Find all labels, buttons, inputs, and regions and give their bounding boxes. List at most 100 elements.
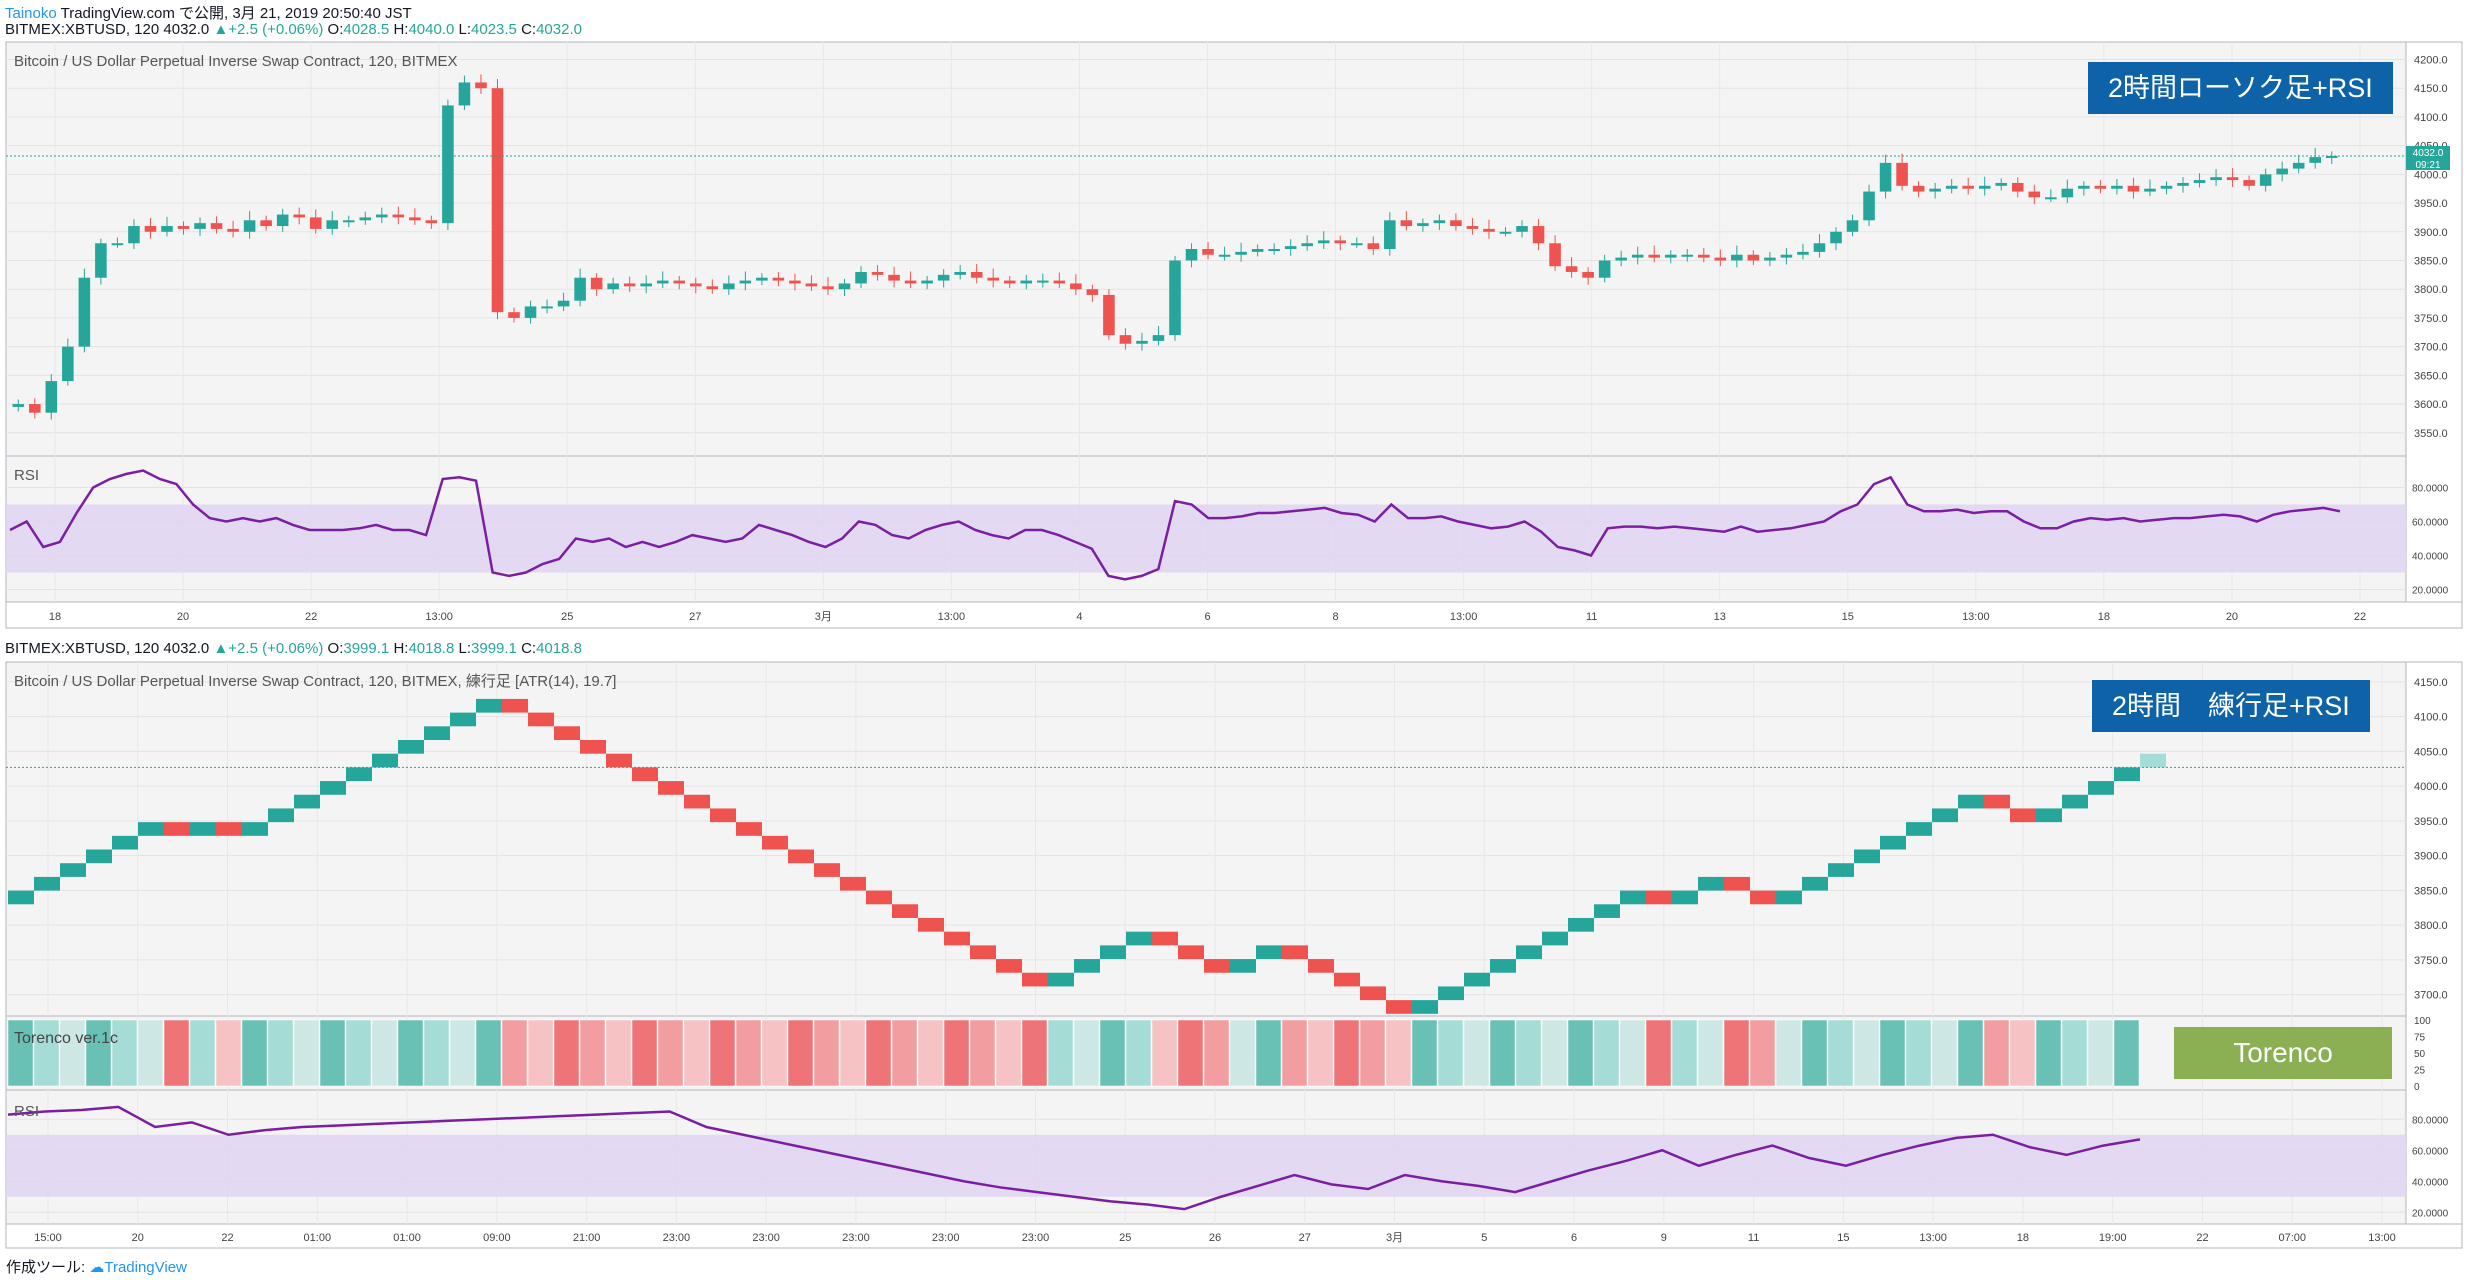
- candle-body: [1731, 254, 1743, 261]
- candle-body: [2292, 162, 2305, 169]
- axis-labels: 4200.0 4150.0 4100.0 4050.0 4000.0 3950.0 3900…: [34, 54, 2448, 1244]
- candle-body: [557, 300, 570, 307]
- candle-body: [2144, 188, 2156, 192]
- time-tick-label: 15:00: [34, 1232, 62, 1244]
- price-tick-label: 3950.0: [2414, 198, 2448, 210]
- rsi-tick-label: 40.0000: [2412, 552, 2449, 563]
- candle-body: [442, 105, 454, 224]
- candle-body: [210, 223, 223, 229]
- torenco-cell: [293, 1019, 320, 1087]
- candle-body: [640, 283, 652, 287]
- candle-body: [293, 214, 305, 218]
- torenco-cell: [397, 1019, 424, 1087]
- torenco-cell: [1255, 1019, 1282, 1087]
- renko-brick: [1776, 890, 1802, 905]
- renko-brick: [138, 822, 164, 836]
- renko-brick: [1152, 931, 1178, 946]
- renko-brick: [1126, 931, 1152, 946]
- renko-brick: [918, 917, 944, 932]
- candle-body: [706, 286, 719, 290]
- renko-bricks: [8, 698, 2166, 1014]
- candle-body: [491, 88, 504, 313]
- candle-body: [1086, 289, 1099, 295]
- candle-body: [12, 404, 25, 407]
- renko-badge: 2時間 練行足+RSI: [2092, 680, 2370, 732]
- torenco-cell: [1281, 1019, 1308, 1087]
- symbol-text[interactable]: BITMEX:XBTUSD, 120 4032.0: [5, 21, 210, 38]
- candle-body: [1879, 162, 1892, 192]
- price-tick-label: 3850.0: [2414, 255, 2448, 267]
- torenco-cell: [423, 1019, 450, 1087]
- price-tick-label: 4150.0: [2414, 83, 2448, 95]
- candle-body: [1136, 340, 1148, 344]
- candle-body: [1185, 249, 1198, 261]
- time-axis-1[interactable]: [5, 601, 2463, 629]
- torenco-cell: [761, 1019, 788, 1087]
- torenco-cell: [1099, 1019, 1126, 1087]
- renko-brick: [268, 808, 294, 823]
- time-tick-label: 13:00: [1450, 611, 1478, 623]
- torenco-tick-label: 75: [2414, 1033, 2426, 1044]
- price-tick-label: 4050.0: [2414, 746, 2448, 758]
- candle-body: [541, 306, 553, 309]
- time-tick-label: 15: [1837, 1232, 1849, 1244]
- candle-body: [1945, 185, 1958, 189]
- footer-brand[interactable]: TradingView: [104, 1259, 187, 1276]
- torenco-cell: [475, 1019, 502, 1087]
- candle-body: [2127, 185, 2140, 192]
- renko-brick: [1490, 959, 1516, 973]
- renko-brick: [840, 876, 866, 891]
- torenco-cell: [1749, 1019, 1776, 1087]
- renko-brick: [2088, 781, 2114, 795]
- gridlines-2: [6, 662, 2406, 1224]
- low-value: 4023.5: [471, 21, 517, 38]
- candle-body: [2160, 185, 2173, 189]
- candle-body: [937, 274, 950, 281]
- renko-brick: [294, 794, 320, 809]
- renko-brick: [1308, 959, 1334, 973]
- torenco-cell: [943, 1019, 970, 1087]
- renko-brick: [1178, 945, 1204, 960]
- time-tick-label: 22: [305, 611, 317, 623]
- renko-brick: [450, 712, 476, 727]
- change-value-2: +2.5 (+0.06%): [228, 640, 324, 657]
- rsi-tick-label: 80.0000: [2412, 484, 2449, 495]
- symbol-text-2[interactable]: BITMEX:XBTUSD, 120 4032.0: [5, 640, 210, 657]
- candle-body: [1367, 243, 1380, 249]
- torenco-cell: [111, 1019, 138, 1087]
- torenco-cell: [579, 1019, 606, 1087]
- torenco-cell: [917, 1019, 944, 1087]
- torenco-cell: [605, 1019, 632, 1087]
- candle-body: [260, 220, 272, 227]
- rsi-tick-label: 40.0000: [2412, 1177, 2449, 1188]
- close-value-2: 4018.8: [536, 640, 582, 657]
- candle-body: [78, 277, 91, 347]
- candle-body: [1664, 254, 1677, 258]
- torenco-cell: [527, 1019, 554, 1087]
- price-tick-label: 4000.0: [2414, 781, 2448, 793]
- price-axis-1[interactable]: [2405, 41, 2463, 603]
- candle-body: [954, 271, 966, 275]
- torenco-label: Torenco ver.1c: [14, 1030, 118, 1047]
- renko-brick: [86, 849, 112, 864]
- renko-brick: [424, 726, 450, 740]
- author-link[interactable]: Tainoko: [5, 5, 57, 22]
- torenco-cell: [33, 1019, 60, 1087]
- renko-brick: [1906, 822, 1932, 836]
- candle-body: [326, 220, 339, 229]
- renko-brick: [892, 904, 918, 918]
- candle-body: [921, 280, 933, 284]
- candle-body: [1003, 280, 1016, 284]
- charts-canvas[interactable]: 4200.0 4150.0 4100.0 4050.0 4000.0 3950.0 3900…: [0, 0, 2468, 1256]
- renko-brick-pending: [2140, 753, 2166, 768]
- rsi-tick-label: 60.0000: [2412, 518, 2449, 529]
- torenco-cell: [1073, 1019, 1100, 1087]
- candle-body: [723, 283, 735, 290]
- candle-body: [2028, 191, 2041, 198]
- renko-brick: [1048, 972, 1074, 987]
- rsi-line-1: [9, 469, 2341, 581]
- torenco-cell: [1541, 1019, 1568, 1087]
- time-axis-2[interactable]: [5, 1223, 2463, 1249]
- footer: 作成ツール: ☁TradingView: [6, 1256, 187, 1277]
- candle-body: [409, 217, 421, 221]
